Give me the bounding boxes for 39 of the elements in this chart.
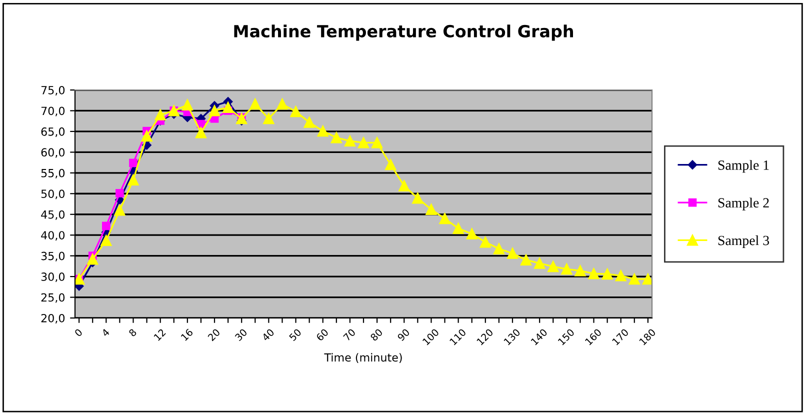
- y-tick-label: 45,0: [41, 210, 65, 220]
- y-tick-label: 50,0: [41, 190, 65, 200]
- x-tick-label: 50: [288, 328, 302, 342]
- x-tick-label: 160: [584, 328, 602, 346]
- y-tick-label: 75,0: [41, 86, 65, 96]
- x-tick-label: 20: [207, 328, 220, 342]
- y-tick-label: 55,0: [41, 168, 65, 178]
- x-tick-label: 4: [101, 328, 110, 337]
- x-axis-title: Time (minute): [324, 353, 402, 363]
- x-tick-label: 0: [74, 328, 83, 337]
- chart-title: Machine Temperature Control Graph: [234, 24, 573, 41]
- x-tick-label: 40: [261, 328, 275, 342]
- x-tick-label: 70: [342, 328, 356, 342]
- x-tick-label: 8: [128, 328, 137, 337]
- x-tick-label: 130: [503, 328, 521, 346]
- x-tick-label: 170: [612, 328, 629, 346]
- legend-label: Sample 1: [718, 160, 769, 173]
- y-tick-label: 20,0: [41, 314, 65, 324]
- x-tick-label: 120: [476, 328, 494, 346]
- legend-label: Sampel 3: [718, 235, 770, 248]
- x-tick-label: 100: [422, 328, 440, 346]
- x-tick-label: 16: [180, 328, 194, 342]
- y-tick-label: 65,0: [41, 127, 65, 137]
- x-tick-label: 150: [558, 328, 575, 346]
- y-tick-label: 70,0: [41, 106, 65, 116]
- y-tick-label: 60,0: [41, 148, 65, 158]
- y-tick-label: 40,0: [41, 231, 65, 241]
- x-tick-label: 30: [234, 328, 248, 342]
- x-tick-label: 140: [530, 328, 548, 346]
- x-tick-label: 90: [396, 328, 410, 342]
- x-tick-label: 12: [154, 328, 166, 341]
- x-tick-label: 110: [449, 328, 466, 346]
- legend-label: Sample 2: [718, 198, 769, 210]
- y-tick-label: 35,0: [41, 252, 65, 262]
- y-tick-label: 30,0: [41, 272, 65, 282]
- x-tick-label: 80: [370, 328, 383, 342]
- x-tick-label: 60: [316, 328, 329, 342]
- y-tick-label: 25,0: [41, 293, 65, 303]
- x-tick-label: 180: [638, 328, 656, 346]
